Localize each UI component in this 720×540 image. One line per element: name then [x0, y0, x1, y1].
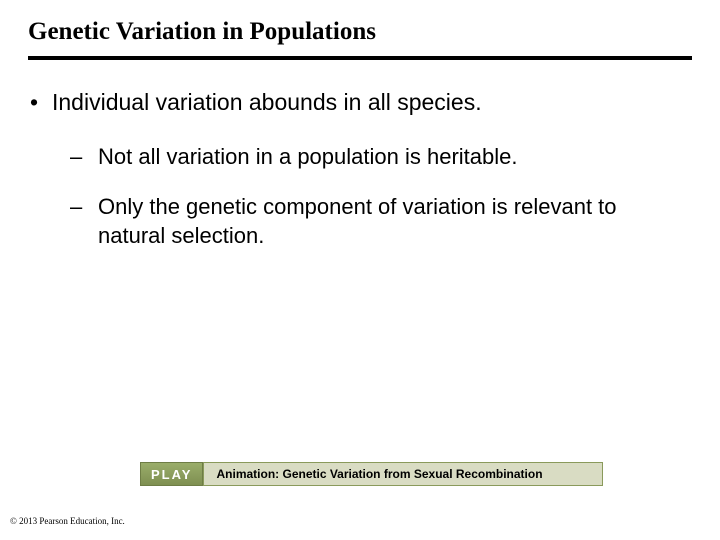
bullet-l2b-text: Only the genetic component of variation …	[98, 193, 682, 250]
bullet-level2: – Only the genetic component of variatio…	[70, 193, 692, 250]
bullet-level1: • Individual variation abounds in all sp…	[28, 88, 692, 117]
bullet-dash-icon: –	[70, 143, 98, 172]
play-button-label: PLAY	[151, 467, 192, 482]
bullet-l2a-text: Not all variation in a population is her…	[98, 143, 517, 172]
animation-label-box[interactable]: Animation: Genetic Variation from Sexual…	[203, 462, 603, 486]
bullet-l1-text: Individual variation abounds in all spec…	[52, 88, 482, 117]
play-row: PLAY Animation: Genetic Variation from S…	[140, 462, 603, 486]
bullet-level2: – Not all variation in a population is h…	[70, 143, 692, 172]
play-button[interactable]: PLAY	[140, 462, 203, 486]
bullet-dash-icon: –	[70, 193, 98, 250]
copyright-text: © 2013 Pearson Education, Inc.	[10, 516, 125, 526]
animation-label-text: Animation: Genetic Variation from Sexual…	[216, 467, 542, 481]
slide-container: Genetic Variation in Populations • Indiv…	[0, 0, 720, 540]
bullet-dot-icon: •	[28, 88, 52, 117]
page-title: Genetic Variation in Populations	[28, 18, 692, 46]
title-rule	[28, 56, 692, 60]
